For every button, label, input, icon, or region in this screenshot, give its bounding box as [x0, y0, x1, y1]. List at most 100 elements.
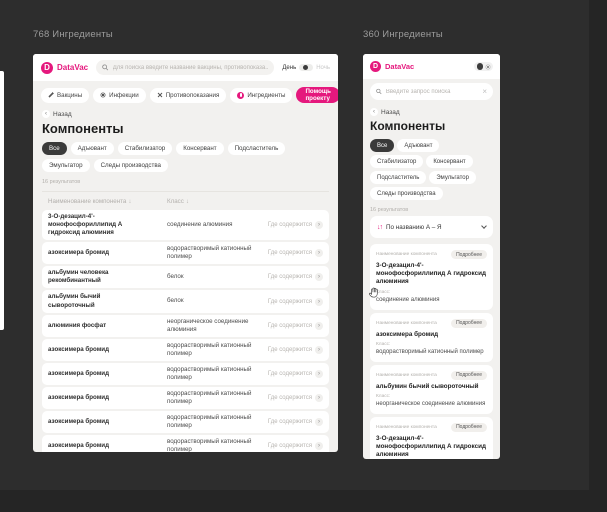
- back-link[interactable]: ‹ Назад: [42, 110, 329, 118]
- search-section: ×: [363, 79, 500, 100]
- filter-chip-emulsifier[interactable]: Эмульгатор: [429, 171, 476, 184]
- datavac-logo-icon[interactable]: D: [370, 61, 381, 72]
- where-contained-button[interactable]: Где содержится ›: [268, 394, 323, 402]
- table-row[interactable]: азоксимера бромид водорастворимый катионн…: [42, 242, 329, 265]
- where-contained-button[interactable]: Где содержится ›: [268, 369, 323, 378]
- page-title: Компоненты: [370, 119, 446, 133]
- component-class: водорастворимый катионный полимер: [167, 389, 252, 405]
- sort-dropdown[interactable]: ↓↑ По названию А – Я: [370, 216, 493, 238]
- frame-label-768[interactable]: 768 Ингредиенты: [33, 29, 113, 40]
- component-class: соединение алюминия: [376, 296, 440, 303]
- main-nav: Вакцины Инфекции Противопоказания Ингред…: [33, 87, 338, 103]
- filter-chip-emulsifier[interactable]: Эмульгатор: [42, 159, 90, 172]
- chevron-right-icon: ›: [315, 249, 323, 258]
- where-contained-button[interactable]: Где содержится ›: [268, 249, 323, 258]
- theme-switch[interactable]: [299, 64, 314, 71]
- filter-chip-traces[interactable]: Следы производства: [93, 159, 168, 172]
- tab-vaccines[interactable]: Вакцины: [41, 87, 90, 103]
- where-contained-button[interactable]: Где содержится ›: [268, 273, 323, 282]
- offscreen-frame-edge: [0, 71, 4, 330]
- search-bar[interactable]: ×: [370, 83, 493, 100]
- table-row[interactable]: азоксимера бромид водорастворимый катионн…: [42, 338, 329, 361]
- brand-name[interactable]: DataVac: [57, 63, 89, 72]
- column-header-class[interactable]: Класс ↓: [167, 198, 189, 205]
- sort-label: По названию А – Я: [386, 223, 442, 231]
- table-row[interactable]: азоксимера бромид водорастворимый катионн…: [42, 362, 329, 385]
- table-row[interactable]: азоксимера бромид водорастворимый катионн…: [42, 435, 329, 452]
- details-button[interactable]: Подробнее: [451, 370, 487, 380]
- theme-toggle[interactable]: День Ночь: [282, 64, 330, 71]
- filter-chip-adjuvant[interactable]: Адъювант: [70, 142, 114, 155]
- results-count: 16 результатов: [370, 207, 409, 213]
- component-card[interactable]: Наименование компонента Подробнее 3-О-дез…: [370, 416, 493, 459]
- details-button[interactable]: Подробнее: [451, 318, 487, 328]
- theme-toggle[interactable]: [474, 62, 493, 71]
- table-row[interactable]: алюминия фосфат неорганическое соединение…: [42, 314, 329, 337]
- chevron-right-icon: ›: [315, 394, 323, 402]
- sun-icon: [484, 63, 491, 70]
- filter-chip-all[interactable]: Все: [42, 142, 67, 155]
- component-class: водорастворимый катионный полимер: [167, 341, 252, 357]
- component-name: азоксимера бромид: [48, 418, 110, 426]
- chevron-right-icon: ›: [315, 369, 323, 378]
- filter-chip-preservative[interactable]: Консервант: [176, 142, 224, 155]
- filter-chip-stabilizer[interactable]: Стабилизатор: [117, 142, 173, 155]
- clear-search-icon[interactable]: ×: [482, 87, 487, 96]
- component-name: 3-О-дезацил-4'-монофосфориллипид А гидро…: [376, 434, 486, 459]
- search-input[interactable]: [385, 88, 479, 95]
- tab-label: Инфекции: [109, 91, 139, 99]
- component-name: альбумин человека рекомбинантный: [48, 269, 109, 285]
- component-card[interactable]: Наименование компонента Подробнее азоксим…: [370, 312, 493, 362]
- filter-chip-traces[interactable]: Следы производства: [370, 187, 443, 200]
- chevron-right-icon: ›: [315, 321, 323, 330]
- brand-name[interactable]: DataVac: [385, 62, 415, 71]
- tab-infections[interactable]: Инфекции: [93, 87, 146, 103]
- filter-chips: Все Адъювант Стабилизатор Консервант Под…: [42, 142, 329, 172]
- frame-mobile-360: D DataVac × ‹ Назад Компоненты Все Адъюв: [363, 54, 500, 459]
- search-bar[interactable]: [96, 60, 275, 75]
- desktop-content: ‹ Назад Компоненты Все Адъювант Стабилиз…: [33, 103, 338, 452]
- where-contained-button[interactable]: Где содержится ›: [268, 345, 323, 354]
- class-field-label: Класс:: [376, 289, 391, 295]
- search-icon: [376, 88, 382, 95]
- component-card[interactable]: Наименование компонента Подробнее альбуми…: [370, 364, 493, 414]
- where-contained-button[interactable]: Где содержится ›: [268, 442, 323, 451]
- filter-chip-sweetener[interactable]: Подсластитель: [227, 142, 286, 155]
- table-row[interactable]: альбумин человека рекомбинантный белок Где…: [42, 266, 329, 289]
- table-header: Наименование компонента ↓ Класс ↓: [42, 191, 329, 210]
- filter-chip-sweetener[interactable]: Подсластитель: [370, 171, 427, 184]
- table-row[interactable]: альбумин бычий сывороточный белок Где соде…: [42, 290, 329, 313]
- filter-chip-stabilizer[interactable]: Стабилизатор: [370, 155, 424, 168]
- hand-cursor-icon: [369, 287, 378, 298]
- component-name: альбумин бычий сывороточный: [376, 382, 479, 390]
- tab-ingredients-active[interactable]: Ингредиенты: [230, 87, 293, 103]
- page-title: Компоненты: [42, 121, 124, 136]
- table-row[interactable]: азоксимера бромид водорастворимый катионн…: [42, 411, 329, 434]
- flask-icon: [237, 91, 245, 99]
- component-name: азоксимера бромид: [376, 330, 439, 338]
- tab-contraindications[interactable]: Противопоказания: [149, 87, 227, 103]
- datavac-logo-icon[interactable]: D: [41, 61, 53, 74]
- chevron-right-icon: ›: [315, 221, 323, 230]
- back-label: Назад: [53, 110, 72, 118]
- where-contained-button[interactable]: Где содержится ›: [268, 321, 323, 330]
- table-row[interactable]: 3-О-дезацил-4'-монофосфориллипид А гидро…: [42, 210, 329, 241]
- frame-label-360[interactable]: 360 Ингредиенты: [363, 29, 443, 40]
- search-input[interactable]: [112, 64, 269, 71]
- where-contained-button[interactable]: Где содержится ›: [268, 297, 323, 306]
- component-card[interactable]: Наименование компонента Подробнее 3-О-дез…: [370, 244, 493, 310]
- column-header-name[interactable]: Наименование компонента ↓: [48, 198, 132, 205]
- where-contained-button[interactable]: Где содержится ›: [268, 418, 323, 427]
- table-row[interactable]: азоксимера бромид водорастворимый катионн…: [42, 386, 329, 410]
- filter-chip-preservative[interactable]: Консервант: [426, 155, 473, 168]
- filter-chip-all[interactable]: Все: [370, 139, 395, 152]
- filter-chip-adjuvant[interactable]: Адъювант: [397, 139, 440, 152]
- back-link[interactable]: ‹ Назад: [370, 108, 493, 116]
- chevron-left-icon: ‹: [370, 108, 378, 116]
- chevron-right-icon: ›: [315, 345, 323, 354]
- details-button[interactable]: Подробнее: [451, 422, 487, 432]
- where-contained-button[interactable]: Где содержится ›: [268, 221, 323, 230]
- component-name: азоксимера бромид: [48, 249, 110, 257]
- help-project-button[interactable]: Помощь проекту: [296, 87, 338, 103]
- details-button[interactable]: Подробнее: [451, 250, 487, 259]
